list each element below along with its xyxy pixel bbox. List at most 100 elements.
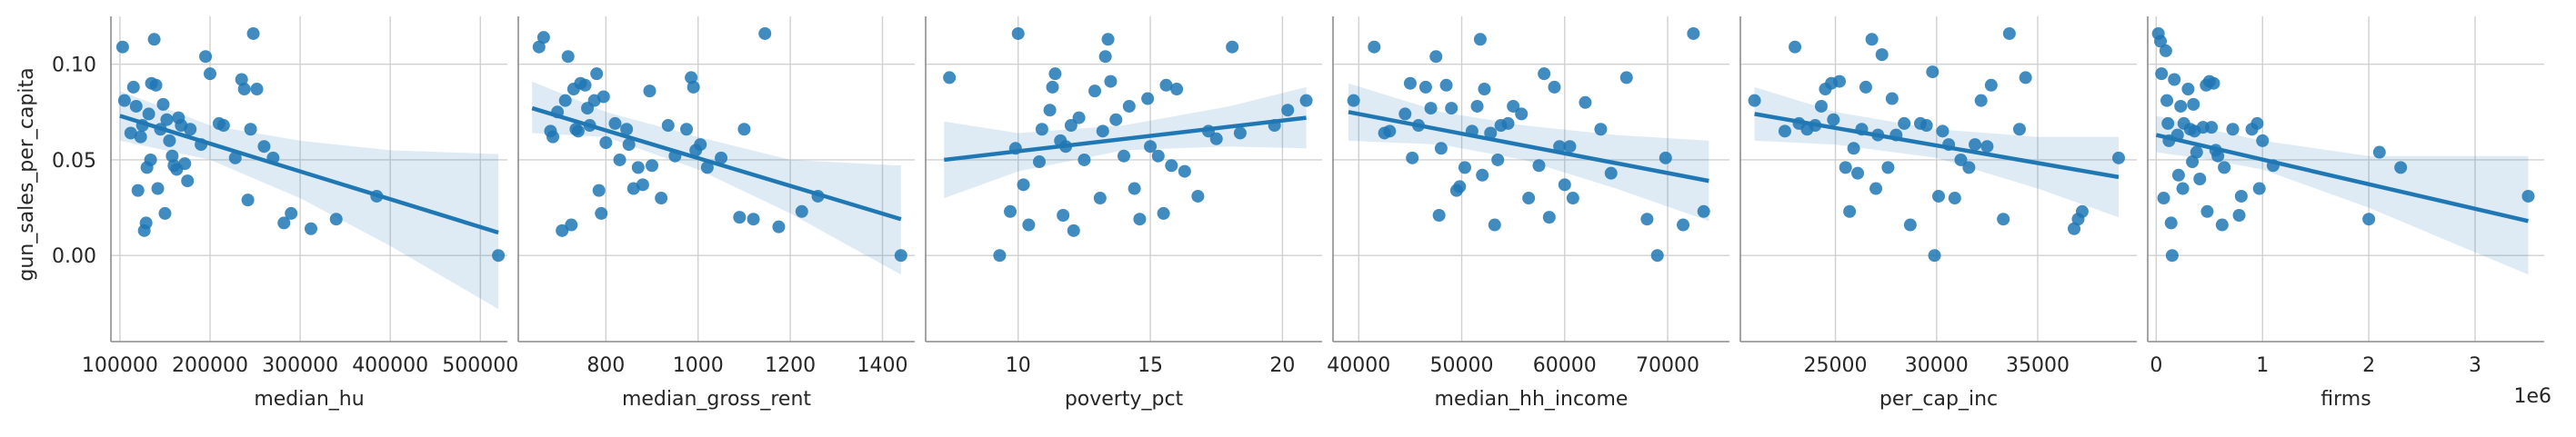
data-point [1697,204,1710,218]
data-point [2181,83,2195,96]
x-tick-label: 20 [1269,354,1295,377]
data-point [1470,99,1484,113]
data-point [1434,142,1448,155]
data-point [1948,192,1961,205]
data-point [2205,121,2219,134]
scatter-panel-1: 100000 200000 300000 400000 500000 0.00 0.05 0.… [52,16,518,411]
data-point [1677,218,1690,232]
x-tick-label: 0 [2150,354,2162,377]
x-tick-label: 500000 [442,354,518,377]
data-point [1418,80,1432,94]
data-point [235,73,248,86]
data-point [2190,145,2203,159]
data-point [1839,161,1852,174]
data-point [1954,153,1968,166]
x-axis-label: median_hh_income [1435,388,1629,411]
data-point [1604,166,1618,180]
data-point [1032,155,1046,169]
data-point [2174,99,2188,113]
data-point [2234,189,2248,203]
data-point [1144,140,1158,154]
data-point [178,157,192,171]
data-point [1226,40,1239,54]
data-point [2171,168,2185,182]
data-point [1859,80,1872,94]
data-point [1827,113,1840,126]
data-point [1445,102,1458,115]
data-point [126,80,140,94]
data-point [1424,102,1438,115]
scatter-panel-2: 800 1000 1200 1400 median_gross_rent [517,16,915,411]
data-point [2372,145,2386,159]
data-point [1088,84,1102,98]
data-point [1962,161,1976,174]
data-point [199,50,213,64]
y-tick-label: 0.10 [52,55,96,77]
data-point [151,182,165,195]
x-offset-label: 1e6 [2513,385,2551,408]
data-point [1096,124,1109,138]
data-point [244,123,257,136]
data-point [758,26,772,40]
data-point [1538,67,1551,81]
data-point [1043,104,1057,117]
regression-line [1754,112,2120,180]
regression-line [531,105,902,222]
data-point [1109,113,1123,126]
data-point [1932,189,1945,203]
data-point [2164,216,2178,230]
data-point [596,90,610,104]
x-tick-label: 100000 [82,354,158,377]
data-point [546,130,560,144]
data-point [1458,161,1471,174]
data-point [285,206,298,220]
data-point [595,206,608,220]
data-point [590,67,604,81]
data-point [1133,213,1147,226]
data-point [1104,74,1118,88]
x-tick-label: 1 [2256,354,2269,377]
data-point [687,80,700,94]
data-point [1165,159,1178,173]
data-point [2207,76,2220,90]
data-point [1170,83,1184,96]
confidence-band [2156,115,2529,275]
data-point [894,249,907,263]
data-point [715,151,728,164]
data-point [2176,182,2190,195]
x-tick-label: 1400 [857,354,908,377]
x-axis-label: median_gross_rent [622,388,811,411]
data-point [250,83,264,96]
data-point [620,123,634,136]
data-point [1515,107,1529,121]
data-point [599,135,613,149]
data-point [2019,71,2032,84]
x-tick-label: 70000 [1636,354,1699,377]
data-point [1022,218,1036,232]
data-point [1141,92,1155,105]
data-point [993,249,1007,263]
data-point [2155,67,2169,81]
data-point [124,126,137,140]
data-point [1439,78,1453,92]
data-point [747,213,760,226]
data-point [1453,180,1467,194]
data-point [1233,126,1247,140]
data-point [1383,124,1397,138]
data-point [578,78,592,92]
data-point [1659,151,1672,164]
data-point [772,220,786,233]
x-tick-label: 50000 [1430,354,1494,377]
data-point [204,67,216,81]
data-point [2075,204,2089,218]
data-point [1093,192,1107,205]
data-point [795,204,808,218]
data-point [2161,116,2175,130]
data-point [1281,104,1295,117]
data-point [2211,149,2225,163]
data-point [2394,161,2408,174]
data-point [2154,35,2168,48]
data-point [622,138,636,152]
data-point [2157,192,2170,205]
